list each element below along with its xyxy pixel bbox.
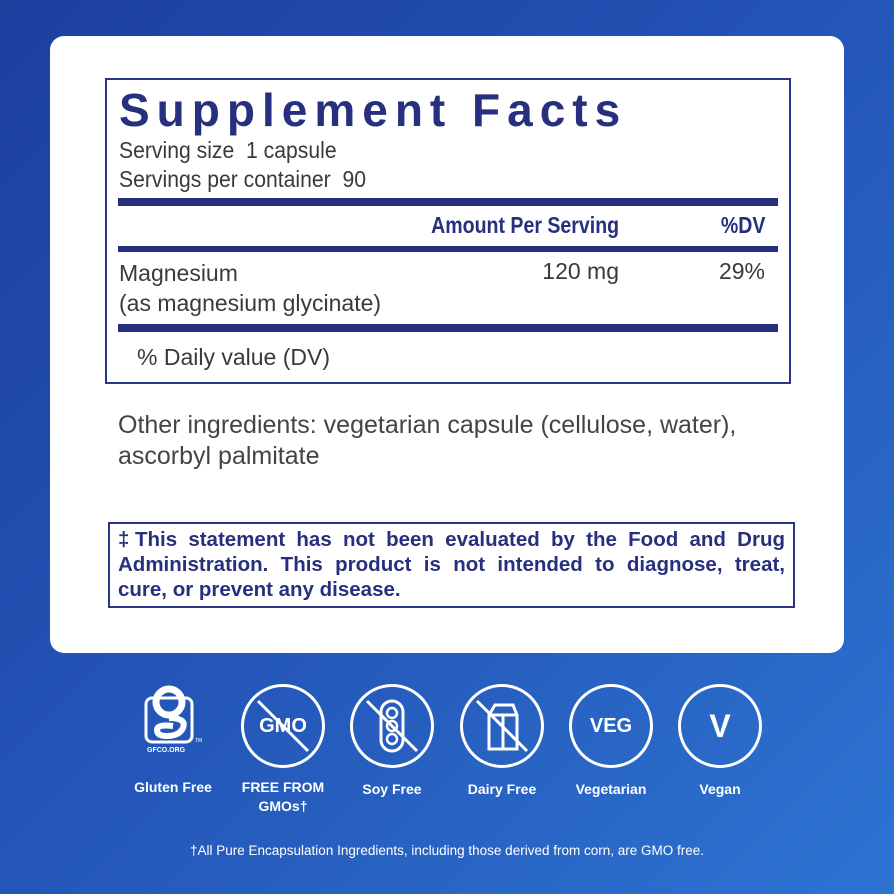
no-dairy-icon bbox=[460, 684, 544, 768]
serving-size: Serving size 1 capsule bbox=[119, 137, 337, 163]
badge-label-dairy-free: Dairy Free bbox=[467, 781, 537, 797]
badge-label-vegetarian: Vegetarian bbox=[575, 781, 647, 797]
dv-note: % Daily value (DV) bbox=[137, 344, 330, 370]
gfco-logo-icon: TM GFCO.ORG bbox=[143, 684, 203, 756]
gmo-footnote: †All Pure Encapsulation Ingredients, inc… bbox=[189, 843, 704, 858]
divider bbox=[118, 198, 778, 206]
no-soy-icon bbox=[350, 684, 434, 768]
badge-label-soy-free: Soy Free bbox=[362, 781, 422, 797]
header-row: Amount Per Serving %DV bbox=[119, 206, 777, 246]
dv-header: %DV bbox=[720, 212, 765, 238]
badge-label-vegan: Vegan bbox=[699, 781, 741, 797]
other-ingredients: Other ingredients: vegetarian capsule (c… bbox=[118, 411, 737, 470]
divider bbox=[118, 246, 778, 252]
servings-per-container: Servings per container 90 bbox=[119, 166, 367, 192]
supplement-facts-panel: Supplement Facts Serving size 1 capsule … bbox=[105, 78, 791, 384]
amount-header: Amount Per Serving bbox=[431, 212, 619, 238]
no-gmo-icon: GMO bbox=[241, 684, 325, 768]
nutrient-dv: 29% bbox=[718, 258, 765, 284]
vegan-icon: V bbox=[678, 684, 762, 768]
supplement-card: Supplement Facts Serving size 1 capsule … bbox=[50, 36, 844, 653]
nutrient-source: (as magnesium glycinate) bbox=[119, 290, 382, 316]
svg-text:GFCO.ORG: GFCO.ORG bbox=[147, 747, 186, 754]
svg-text:TM: TM bbox=[195, 738, 202, 744]
badge-label-gluten-free: Gluten Free bbox=[134, 779, 212, 795]
badge-label-gmo: FREE FROM GMOs† bbox=[241, 779, 325, 814]
fda-disclaimer: ‡This statement has not been evaluated b… bbox=[108, 522, 795, 608]
divider bbox=[118, 324, 778, 332]
facts-title: Supplement Facts bbox=[119, 84, 628, 136]
nutrient-amount: 120 mg bbox=[542, 258, 619, 284]
veg-icon: VEG bbox=[569, 684, 653, 768]
nutrient-name: Magnesium bbox=[119, 260, 238, 286]
nutrient-row: Magnesium (as magnesium glycinate) 120 m… bbox=[119, 252, 777, 324]
